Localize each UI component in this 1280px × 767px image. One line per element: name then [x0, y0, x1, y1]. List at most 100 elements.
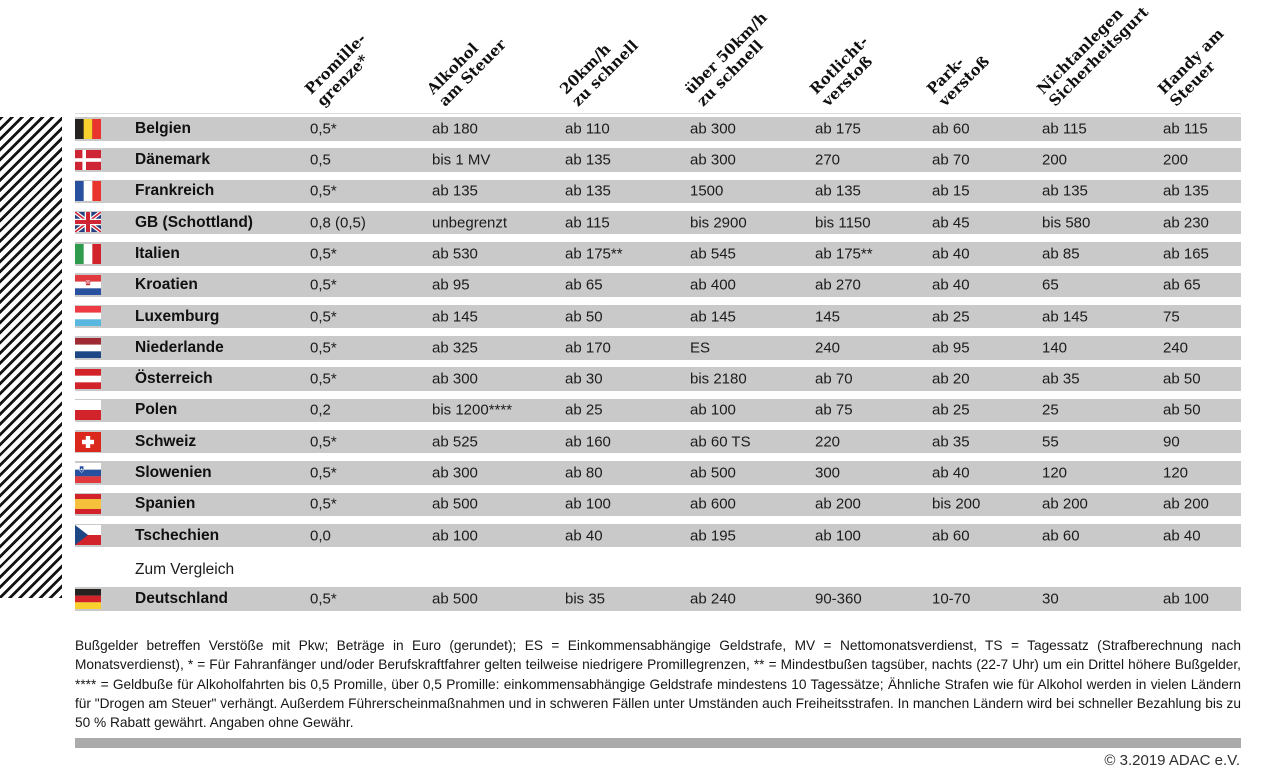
column-header-handy-am-steuer: Handy am Steuer [1154, 24, 1228, 110]
flag-de-icon [75, 588, 101, 609]
table-row: Belgien 0,5* ab 180 ab 110 ab 300 ab 175 ab 6… [75, 117, 1241, 141]
fine-value: ab 135 [565, 151, 611, 169]
fine-value: ab 115 [565, 214, 610, 232]
fine-value: ab 135 [565, 182, 611, 200]
fine-value: 25 [1042, 401, 1059, 419]
fine-value: 0,5 [310, 151, 331, 169]
flag-dk-icon [75, 149, 101, 170]
flag-it-icon [75, 243, 101, 264]
flag-nl-icon [75, 337, 101, 358]
fine-value: bis 2900 [690, 214, 747, 232]
fine-value: ab 160 [565, 433, 611, 451]
fine-value: ab 500 [690, 464, 736, 482]
flag-es-icon [75, 494, 101, 515]
country-name: Spanien [135, 495, 196, 513]
fine-value: ab 60 [1042, 527, 1080, 545]
fine-value: ab 25 [565, 401, 603, 419]
fine-value: ab 530 [432, 245, 478, 263]
fine-value: 140 [1042, 339, 1068, 357]
fine-value: ab 100 [565, 495, 611, 513]
fine-value: bis 1150 [815, 214, 871, 232]
fine-value: 270 [815, 151, 841, 169]
fine-value: unbegrenzt [432, 214, 508, 232]
fine-value: ab 20 [932, 370, 970, 388]
country-name: Slowenien [135, 464, 212, 482]
country-name: Italien [135, 244, 180, 262]
column-header-rotlichtverstoss: Rotlicht- verstoß [806, 32, 877, 110]
fine-value: ab 80 [565, 464, 603, 482]
table-row: Frankreich 0,5* ab 135 ab 135 1500 ab 135 ab … [75, 179, 1241, 204]
fine-value: ab 300 [432, 370, 478, 388]
table-row: Dänemark 0,5 bis 1 MV ab 135 ab 300 270 ab 70… [75, 148, 1241, 172]
fine-value: 220 [815, 433, 841, 451]
flag-si-icon [75, 462, 101, 483]
fine-value: ab 300 [690, 120, 736, 138]
fine-value: ab 200 [1163, 495, 1209, 513]
fine-value: ab 135 [1042, 182, 1088, 200]
fine-value: ab 45 [932, 214, 970, 232]
column-header-nichtanlegen-sicherheitsgurt: Nichtanlegen Sicherheitsgurt [1033, 3, 1153, 111]
fine-value: 200 [1042, 151, 1068, 169]
fine-value: 120 [1163, 464, 1189, 482]
fine-value: ab 25 [932, 401, 970, 419]
fine-value: 10-70 [932, 590, 971, 608]
footnote-text: Bußgelder betreffen Verstöße mit Pkw; Be… [75, 638, 1241, 731]
fine-value: 0,5* [310, 433, 337, 451]
fine-value: bis 580 [1042, 214, 1091, 232]
table-row: Italien 0,5* ab 530 ab 175** ab 545 ab 175**… [75, 242, 1241, 266]
fine-value: ab 135 [1163, 182, 1209, 200]
fine-value: 200 [1163, 151, 1189, 169]
fine-value: ab 100 [1163, 590, 1209, 608]
fine-value: ab 525 [432, 433, 478, 451]
fine-value: 0,5* [310, 276, 337, 294]
fine-value: ab 65 [565, 276, 603, 294]
fine-value: ab 40 [932, 276, 970, 294]
table-row: GB (Schottland) 0,8 (0,5) unbegrenzt ab 11… [75, 210, 1241, 235]
fine-value: ab 175** [815, 245, 873, 263]
fine-value: ab 145 [690, 308, 736, 326]
country-name: Tschechien [135, 526, 220, 544]
table-row: Tschechien 0,0 ab 100 ab 40 ab 195 ab 100 ab … [75, 523, 1241, 548]
fine-value: ab 25 [932, 308, 970, 326]
fine-value: 75 [1163, 308, 1180, 326]
fine-value: ab 240 [690, 590, 736, 608]
fine-value: 90-360 [815, 590, 862, 608]
fine-value: ab 135 [815, 182, 861, 200]
fine-value: ab 175 [815, 120, 861, 138]
country-name: Luxemburg [135, 307, 220, 325]
fine-value: ab 200 [815, 495, 861, 513]
flag-lu-icon [75, 306, 101, 327]
fine-value: ab 75 [815, 401, 853, 419]
fine-value: ab 60 TS [690, 433, 751, 451]
fine-value: 145 [815, 308, 841, 326]
column-header-parkverstoss: Park- verstoß [923, 52, 994, 110]
header-divider-line [75, 113, 1241, 114]
fine-value: ab 30 [565, 370, 603, 388]
fine-value: ab 600 [690, 495, 736, 513]
flag-fr-icon [75, 181, 101, 202]
fine-value: ab 85 [1042, 245, 1080, 263]
fine-value: 65 [1042, 276, 1059, 294]
fine-value: ab 500 [432, 495, 478, 513]
fine-value: bis 2180 [690, 370, 747, 388]
fine-value: ab 500 [432, 590, 478, 608]
fine-value: ab 325 [432, 339, 478, 357]
fine-value: ab 70 [815, 370, 853, 388]
column-header-promillegrenze: Promille- grenze* [301, 29, 373, 110]
country-name: GB (Schottland) [135, 213, 253, 231]
fine-value: ab 100 [690, 401, 736, 419]
fine-value: ab 300 [432, 464, 478, 482]
flag-gb-icon [75, 212, 101, 233]
fine-value: ab 40 [1163, 527, 1201, 545]
fine-value: ab 545 [690, 245, 736, 263]
fine-value: 120 [1042, 464, 1068, 482]
compare-section-label: Zum Vergleich [135, 561, 235, 578]
column-headers: Promille- grenze* Alkohol am Steuer 20km/h… [0, 0, 1280, 112]
table-row: Niederlande 0,5* ab 325 ab 170 ES 240 ab 95 14… [75, 336, 1241, 360]
fine-value: 0,5* [310, 464, 337, 482]
country-name: Frankreich [135, 182, 215, 200]
table-row: Polen 0,2 bis 1200**** ab 25 ab 100 ab 75 ab … [75, 398, 1241, 423]
fine-value: 90 [1163, 433, 1180, 451]
country-rows: Belgien 0,5* ab 180 ab 110 ab 300 ab 175 ab 6… [75, 117, 1241, 555]
